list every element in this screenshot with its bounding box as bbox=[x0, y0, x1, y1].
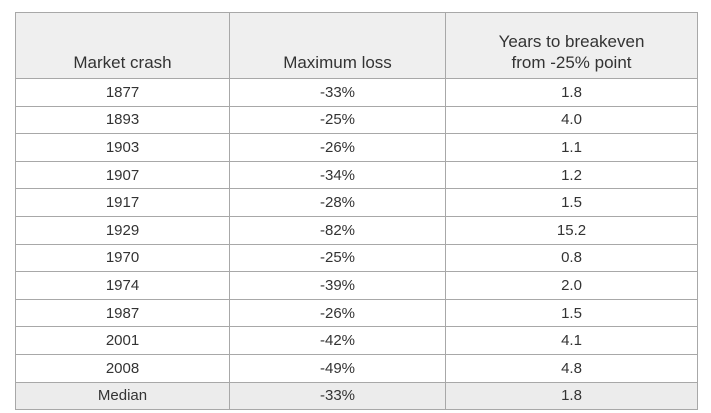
table-cell: -26% bbox=[229, 298, 446, 328]
table-cell: 1.5 bbox=[445, 298, 698, 328]
table-cell: Median bbox=[15, 381, 230, 411]
table-cell: 1.8 bbox=[445, 381, 698, 411]
table-cell: 1907 bbox=[15, 160, 230, 190]
table-cell: -34% bbox=[229, 160, 446, 190]
table-cell: -42% bbox=[229, 326, 446, 355]
table-cell: 1.2 bbox=[445, 160, 698, 190]
table-row: 1893 -25% 4.0 bbox=[15, 105, 698, 135]
header-cell: Years to breakeven from -25% point bbox=[445, 12, 698, 79]
table-cell: -39% bbox=[229, 271, 446, 300]
table-body: 1877 -33% 1.8 1893 -25% 4.0 1903 -26% 1.1 1907 -34… bbox=[15, 78, 698, 411]
table-cell: 1877 bbox=[15, 78, 230, 107]
header-cell: Maximum loss bbox=[229, 12, 446, 79]
table-cell: 1987 bbox=[15, 298, 230, 328]
table-cell: 0.8 bbox=[445, 243, 698, 273]
table-cell: 1.1 bbox=[445, 133, 698, 162]
table-cell: 1929 bbox=[15, 215, 230, 245]
table-cell: 2001 bbox=[15, 326, 230, 355]
table-cell: 4.8 bbox=[445, 353, 698, 383]
table-cell: -49% bbox=[229, 353, 446, 383]
table-cell: 1.8 bbox=[445, 78, 698, 107]
table-cell: -28% bbox=[229, 188, 446, 217]
header-row: Market crash Maximum loss Years to breakev… bbox=[15, 12, 698, 79]
table-row: 1917 -28% 1.5 bbox=[15, 188, 698, 217]
table-cell: 1974 bbox=[15, 271, 230, 300]
table-cell: -25% bbox=[229, 243, 446, 273]
table-row: 1903 -26% 1.1 bbox=[15, 133, 698, 162]
table-cell: 1903 bbox=[15, 133, 230, 162]
table-row: 1970 -25% 0.8 bbox=[15, 243, 698, 273]
table-row: 1974 -39% 2.0 bbox=[15, 271, 698, 300]
table-row: 1907 -34% 1.2 bbox=[15, 160, 698, 190]
table-cell: 1893 bbox=[15, 105, 230, 135]
table-row: 2008 -49% 4.8 bbox=[15, 353, 698, 383]
table-row: 1877 -33% 1.8 bbox=[15, 78, 698, 107]
table-cell: -33% bbox=[229, 381, 446, 411]
table-cell: 15.2 bbox=[445, 215, 698, 245]
table-cell: 1970 bbox=[15, 243, 230, 273]
table-row: 1987 -26% 1.5 bbox=[15, 298, 698, 328]
header-cell: Market crash bbox=[15, 12, 230, 79]
data-table: Market crash Maximum loss Years to breakev… bbox=[15, 12, 698, 411]
table-cell: 4.0 bbox=[445, 105, 698, 135]
table-cell: 2008 bbox=[15, 353, 230, 383]
table-cell: 4.1 bbox=[445, 326, 698, 355]
table-row: 1929 -82% 15.2 bbox=[15, 215, 698, 245]
table-cell: -26% bbox=[229, 133, 446, 162]
table-cell: 2.0 bbox=[445, 271, 698, 300]
table-cell: -33% bbox=[229, 78, 446, 107]
table-row: 2001 -42% 4.1 bbox=[15, 326, 698, 355]
table-cell: -25% bbox=[229, 105, 446, 135]
median-row: Median -33% 1.8 bbox=[15, 381, 698, 411]
table-cell: 1917 bbox=[15, 188, 230, 217]
table-cell: 1.5 bbox=[445, 188, 698, 217]
table-cell: -82% bbox=[229, 215, 446, 245]
